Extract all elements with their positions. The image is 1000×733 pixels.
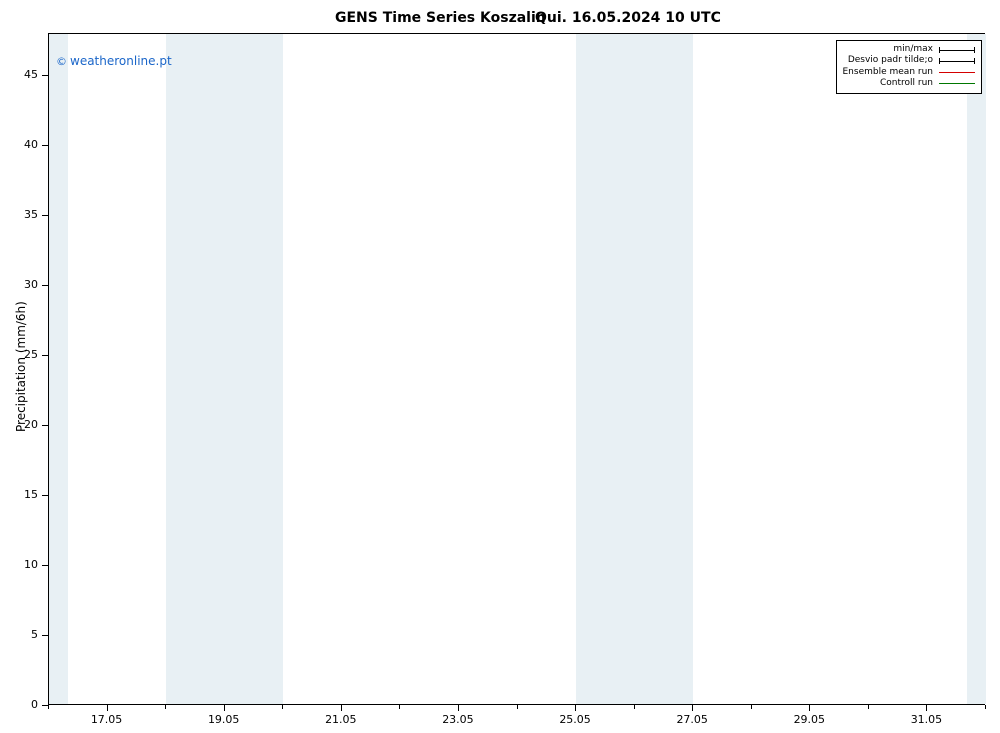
weekend-shade-band (49, 34, 68, 704)
legend-item: Controll run (843, 78, 976, 89)
x-tick (224, 705, 225, 711)
weekend-shade-band (225, 34, 284, 704)
y-tick (42, 215, 48, 216)
chart-legend: min/maxDesvio padr tilde;oEnsemble mean … (836, 40, 983, 94)
copyright-icon: © (56, 55, 67, 68)
weekend-shade-band (576, 34, 635, 704)
y-tick (42, 285, 48, 286)
legend-item: Ensemble mean run (843, 67, 976, 78)
y-tick-label: 25 (8, 348, 38, 361)
y-tick-label: 30 (8, 278, 38, 291)
y-tick (42, 565, 48, 566)
x-minor-tick (282, 705, 283, 709)
x-tick-label: 25.05 (559, 713, 591, 726)
x-tick (341, 705, 342, 711)
x-minor-tick (399, 705, 400, 709)
weekend-shade-band (166, 34, 225, 704)
y-tick-label: 45 (8, 68, 38, 81)
x-minor-tick (868, 705, 869, 709)
plot-area (48, 33, 985, 705)
legend-item-label: Desvio padr tilde;o (848, 55, 933, 66)
weekend-shade-band (967, 34, 986, 704)
legend-item-label: Ensemble mean run (843, 67, 934, 78)
legend-swatch (939, 78, 975, 88)
chart-title-left: GENS Time Series Koszalin (335, 10, 546, 26)
y-tick (42, 355, 48, 356)
y-axis-label: Precipitation (mm/6h) (14, 301, 28, 432)
y-tick (42, 145, 48, 146)
y-tick-label: 15 (8, 488, 38, 501)
y-tick-label: 5 (8, 628, 38, 641)
legend-item: min/max (843, 44, 976, 55)
x-minor-tick (517, 705, 518, 709)
x-tick (926, 705, 927, 711)
y-tick (42, 75, 48, 76)
x-minor-tick (48, 705, 49, 709)
x-minor-tick (751, 705, 752, 709)
y-tick-label: 10 (8, 558, 38, 571)
y-tick (42, 495, 48, 496)
x-tick (692, 705, 693, 711)
x-tick (575, 705, 576, 711)
legend-swatch (939, 56, 975, 66)
watermark-text: weatheronline.pt (70, 54, 172, 68)
x-minor-tick (165, 705, 166, 709)
x-tick (458, 705, 459, 711)
y-tick (42, 635, 48, 636)
x-tick-label: 19.05 (208, 713, 240, 726)
legend-swatch (939, 67, 975, 77)
x-minor-tick (985, 705, 986, 709)
legend-item: Desvio padr tilde;o (843, 55, 976, 66)
legend-item-label: Controll run (880, 78, 933, 89)
y-tick-label: 40 (8, 138, 38, 151)
x-minor-tick (634, 705, 635, 709)
legend-item-label: min/max (893, 44, 933, 55)
y-tick-label: 35 (8, 208, 38, 221)
x-tick (809, 705, 810, 711)
y-tick-label: 0 (8, 698, 38, 711)
x-tick-label: 21.05 (325, 713, 357, 726)
legend-swatch (939, 45, 975, 55)
watermark: © weatheronline.pt (56, 54, 172, 68)
x-tick-label: 31.05 (911, 713, 943, 726)
precipitation-timeseries-chart: GENS Time Series Koszalin Qui. 16.05.202… (0, 0, 1000, 733)
weekend-shade-band (635, 34, 694, 704)
x-tick-label: 29.05 (794, 713, 826, 726)
x-tick-label: 17.05 (91, 713, 123, 726)
chart-title-right: Qui. 16.05.2024 10 UTC (535, 10, 721, 26)
x-tick (107, 705, 108, 711)
x-tick-label: 23.05 (442, 713, 474, 726)
y-tick-label: 20 (8, 418, 38, 431)
x-tick-label: 27.05 (676, 713, 708, 726)
y-tick (42, 425, 48, 426)
